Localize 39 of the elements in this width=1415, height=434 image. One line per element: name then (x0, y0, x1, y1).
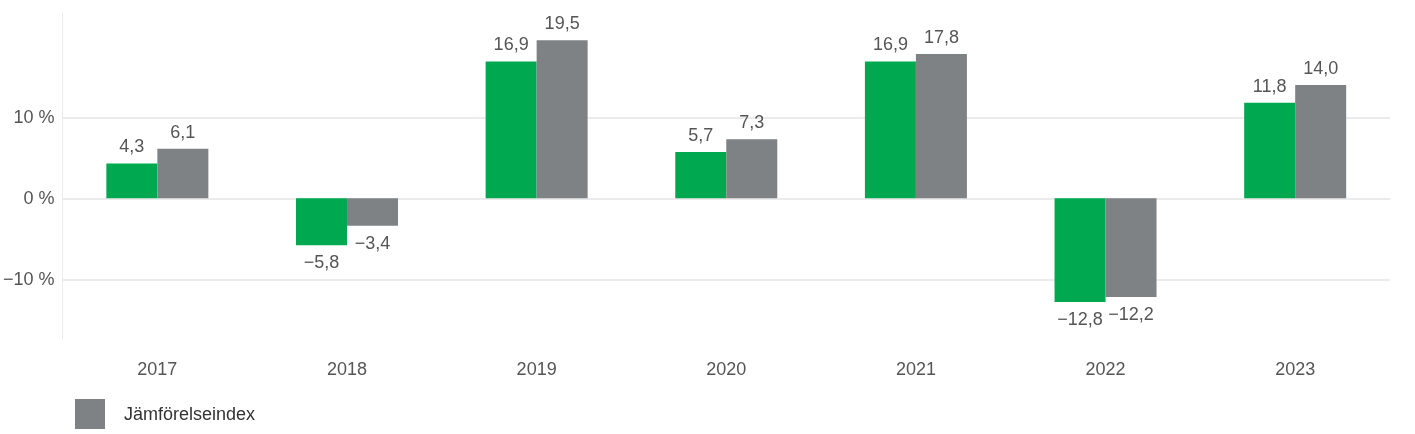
y-tick-label: 10 % (13, 107, 55, 128)
legend-label: Jämförelseindex (124, 404, 256, 424)
data-label: 4,3 (119, 136, 145, 157)
x-tick-label: 2020 (706, 359, 747, 379)
bar (347, 198, 398, 226)
bar (296, 198, 347, 246)
x-tick-label: 2019 (516, 359, 557, 379)
x-tick-label: 2018 (326, 359, 368, 379)
data-label: −12,8 (1057, 308, 1103, 329)
data-label: 11,8 (1252, 75, 1287, 96)
bar (106, 163, 158, 199)
bar (915, 54, 967, 199)
bar (1105, 198, 1157, 298)
data-label: 19,5 (544, 13, 580, 34)
x-tick-label: 2022 (1085, 359, 1126, 379)
data-label: 17,8 (923, 27, 959, 48)
data-label: 5,7 (688, 125, 714, 146)
y-tick-label: 0 % (23, 188, 55, 209)
x-tick-label: 2023 (1275, 359, 1316, 379)
data-label: 14,0 (1303, 57, 1339, 78)
data-label: 7,3 (739, 112, 765, 133)
bar (157, 148, 209, 199)
data-label: −5,8 (303, 252, 340, 273)
bar (1295, 84, 1347, 199)
data-label: 6,1 (170, 121, 196, 142)
bar (536, 40, 588, 199)
y-tick-label: −10 % (2, 269, 55, 290)
bar (485, 61, 537, 199)
bar (864, 61, 916, 199)
bar (1054, 198, 1106, 302)
bar (726, 139, 778, 199)
data-label: 16,9 (872, 34, 908, 55)
bar (675, 152, 727, 199)
x-tick-label: 2017 (137, 359, 178, 379)
data-label: −3,4 (354, 232, 391, 253)
x-tick-label: 2021 (895, 359, 936, 379)
bar (1244, 102, 1296, 199)
data-label: −12,2 (1108, 304, 1154, 325)
data-label: 16,9 (493, 34, 529, 55)
